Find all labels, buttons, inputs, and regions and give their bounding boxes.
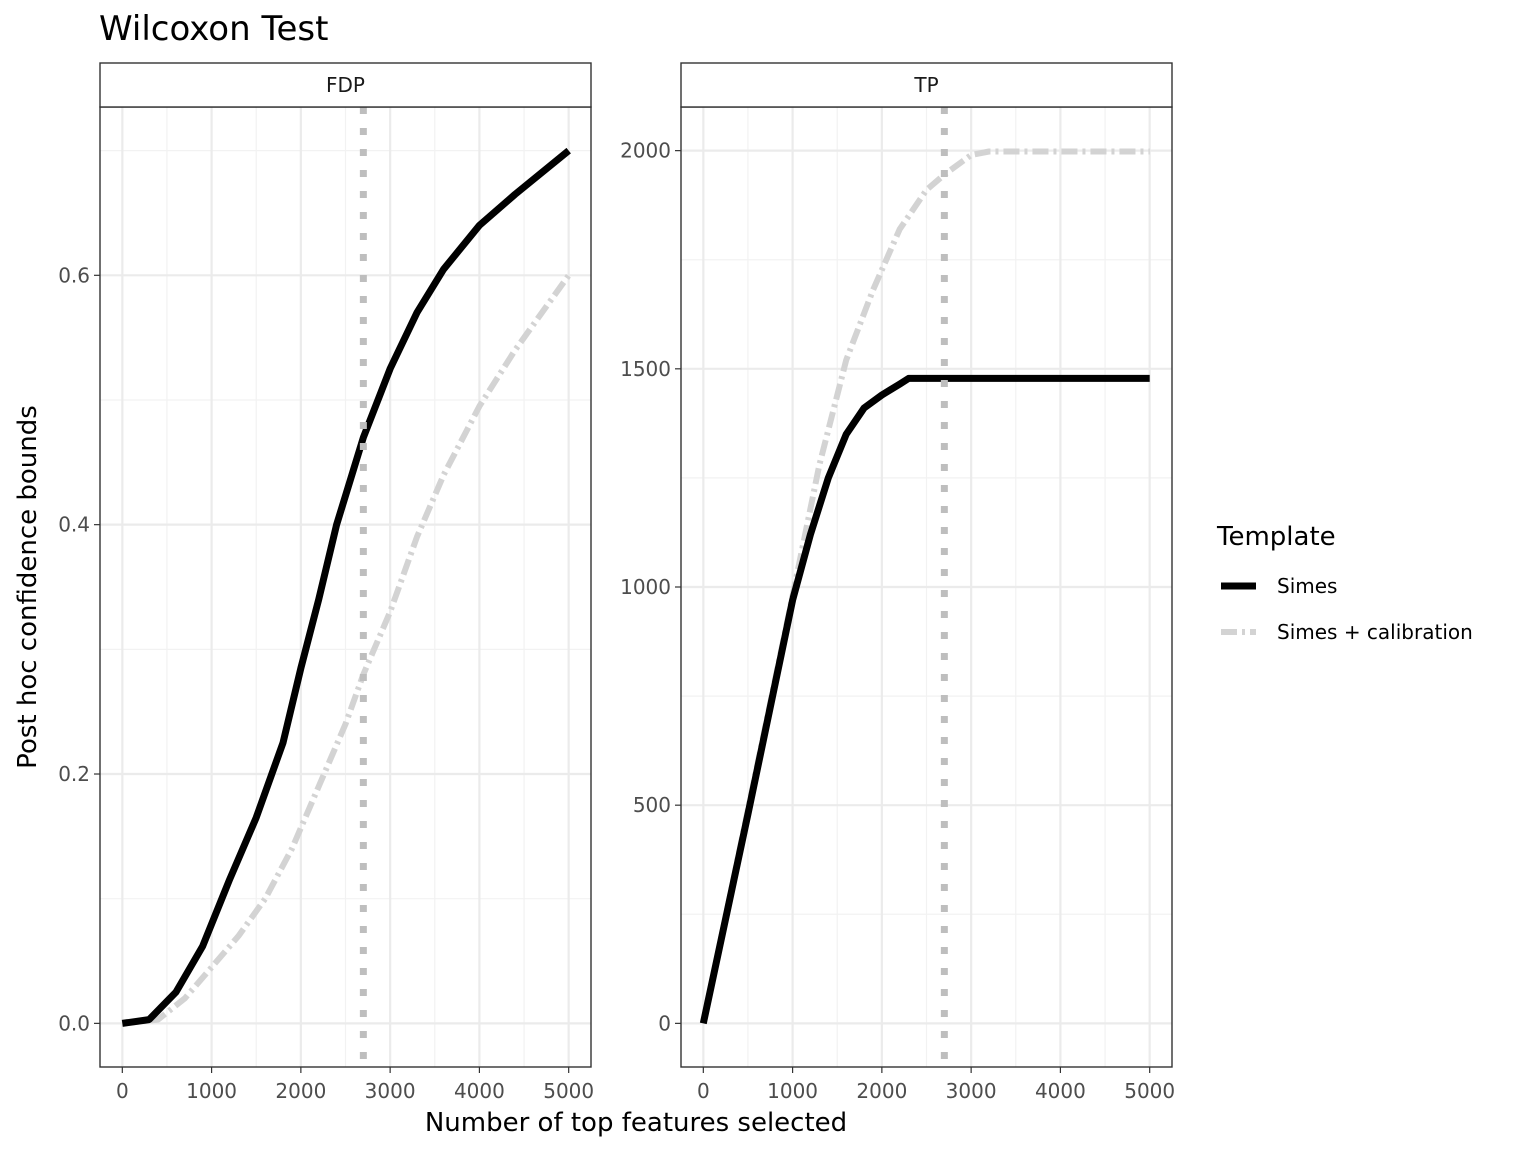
x-tick-label: 5000 [543, 1079, 594, 1103]
facet-strip [680, 62, 1173, 108]
x-tick-label: 5000 [1124, 1079, 1175, 1103]
panel-fdp: 0 1000 2000 3000 4000 5000 0.0 0.2 0.4 0.6 FDP [58, 62, 594, 1103]
panel-tp: 0 1000 2000 3000 4000 5000 0 500 1000 1500 2000 TP [620, 62, 1175, 1103]
y-tick-label: 0.2 [58, 762, 90, 786]
facet-strip-label: FDP [326, 73, 365, 97]
legend-label: Simes + calibration [1277, 620, 1473, 644]
y-axis-label: Post hoc confidence bounds [13, 405, 43, 769]
series-line-simes [121, 147, 571, 1027]
legend-label: Simes [1277, 574, 1337, 598]
y-tick-label: 500 [633, 793, 671, 817]
y-tick-label: 0.0 [58, 1011, 90, 1035]
x-tick-label: 4000 [1035, 1079, 1086, 1103]
legend-title: Template [1216, 522, 1336, 552]
x-tick-label: 4000 [454, 1079, 505, 1103]
legend: Template Simes Simes + calibration [1216, 522, 1473, 652]
y-tick-label: 0.4 [58, 513, 90, 537]
x-tick-label: 1000 [767, 1079, 818, 1103]
x-tick-label: 2000 [275, 1079, 326, 1103]
x-tick-label: 3000 [946, 1079, 997, 1103]
series-line-simes-calibration [121, 273, 572, 1027]
x-axis-label: Number of top features selected [425, 1108, 847, 1138]
y-tick-label: 1500 [620, 357, 671, 381]
facet-strip [99, 62, 592, 108]
x-tick-label: 3000 [365, 1079, 416, 1103]
x-tick-label: 0 [697, 1079, 710, 1103]
x-tick-label: 1000 [186, 1079, 237, 1103]
y-tick-label: 2000 [620, 139, 671, 163]
series-line-simes [699, 374, 1150, 1025]
y-tick-label: 0.6 [58, 263, 90, 287]
facet-strip-label: TP [913, 73, 938, 97]
chart-title: Wilcoxon Test [99, 9, 328, 49]
x-tick-label: 0 [116, 1079, 129, 1103]
x-tick-label: 2000 [856, 1079, 907, 1103]
y-tick-label: 0 [658, 1011, 671, 1035]
y-tick-label: 1000 [620, 575, 671, 599]
